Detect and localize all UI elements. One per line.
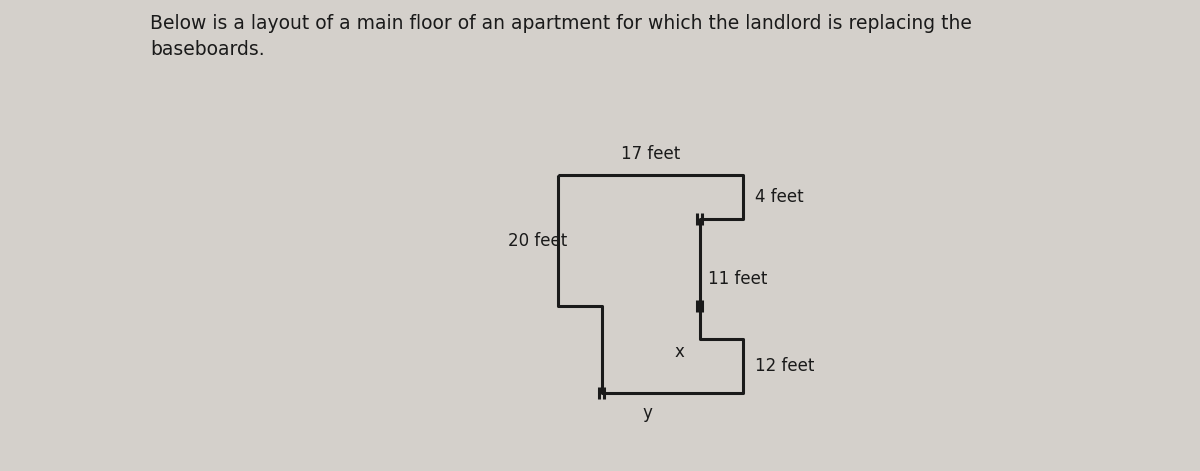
Text: 11 feet: 11 feet (708, 270, 768, 288)
Text: y: y (642, 404, 653, 422)
Text: 17 feet: 17 feet (622, 146, 680, 163)
Text: x: x (674, 343, 684, 361)
Text: 12 feet: 12 feet (755, 357, 815, 375)
Text: Below is a layout of a main floor of an apartment for which the landlord is repl: Below is a layout of a main floor of an … (150, 14, 972, 59)
Text: 4 feet: 4 feet (755, 188, 804, 206)
Text: 20 feet: 20 feet (508, 232, 568, 250)
